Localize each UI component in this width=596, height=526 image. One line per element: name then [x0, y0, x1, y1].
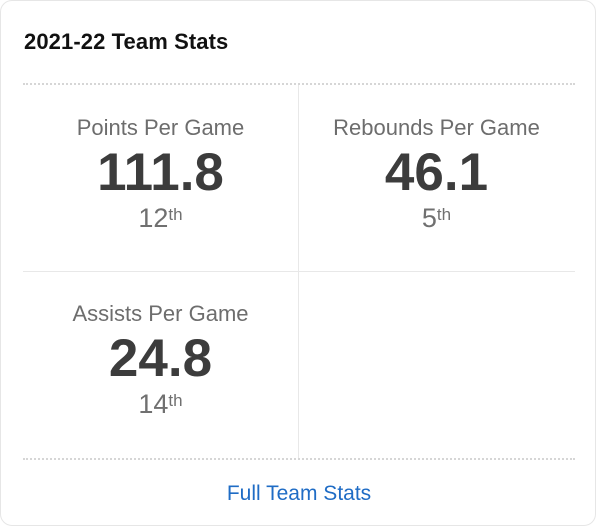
card-title: 2021-22 Team Stats [24, 29, 229, 54]
stat-rank: 12th [23, 203, 298, 233]
stat-rank: 14th [23, 389, 298, 419]
top-divider [23, 83, 575, 85]
stat-cell-assists: Assists Per Game 24.8 14th [23, 272, 298, 419]
column-divider [298, 85, 299, 458]
rank-suffix: th [436, 205, 452, 224]
stat-value: 24.8 [108, 329, 213, 388]
bottom-divider [23, 458, 575, 460]
stat-label: Rebounds Per Game [333, 115, 540, 140]
rank-number: 5 [421, 203, 437, 233]
stat-cell-rebounds: Rebounds Per Game 46.1 5th [299, 85, 574, 233]
rank-suffix: th [168, 391, 183, 410]
stat-label: Assists Per Game [72, 301, 249, 326]
rank-suffix: th [168, 205, 183, 224]
rank-number: 14 [138, 389, 169, 419]
stat-value: 111.8 [97, 143, 224, 202]
stat-cell-points: Points Per Game 111.8 12th [23, 85, 298, 233]
stat-label: Points Per Game [76, 115, 245, 140]
row-divider [23, 271, 575, 272]
rank-number: 12 [138, 203, 169, 233]
stat-value: 46.1 [384, 143, 489, 202]
stat-rank: 5th [299, 203, 574, 233]
full-team-stats-link[interactable]: Full Team Stats [226, 482, 372, 505]
